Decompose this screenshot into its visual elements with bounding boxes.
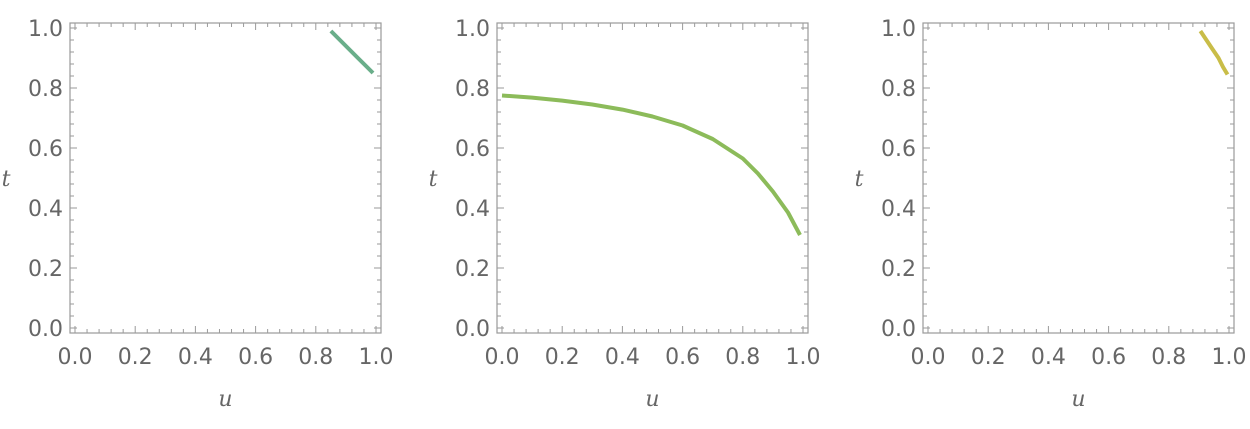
x-tick-label: 0.4 xyxy=(178,345,213,370)
y-tick-label: 0.0 xyxy=(455,317,490,342)
x-tick-label: 1.0 xyxy=(359,345,394,370)
y-tick-label: 0.4 xyxy=(28,197,63,222)
x-tick-label: 0.0 xyxy=(58,345,93,370)
y-tick-label: 1.0 xyxy=(881,17,916,42)
y-tick-label: 0.6 xyxy=(28,137,63,162)
y-tick-label: 1.0 xyxy=(455,17,490,42)
x-tick-label: 0.2 xyxy=(545,345,580,370)
y-tick-label: 1.0 xyxy=(28,17,63,42)
plot-frame xyxy=(69,22,382,334)
y-tick-label: 0.2 xyxy=(28,257,63,282)
x-tick-label: 0.4 xyxy=(605,345,640,370)
x-tick-label: 1.0 xyxy=(786,345,821,370)
plot-frame xyxy=(922,22,1235,334)
x-tick-label: 0.6 xyxy=(665,345,700,370)
x-tick-label: 0.6 xyxy=(238,345,273,370)
y-tick-label: 0.0 xyxy=(28,317,63,342)
y-tick-label: 0.6 xyxy=(455,137,490,162)
y-tick-label: 0.4 xyxy=(881,197,916,222)
x-tick-label: 0.2 xyxy=(118,345,153,370)
y-axis-label: t xyxy=(2,167,11,192)
chart-panel-2: 0.0 0.2 0.4 0.6 0.8 1.0 0.0 0.2 0.4 0.6 0.8 1.0 u t xyxy=(429,17,821,412)
x-tick-label: 0.0 xyxy=(485,345,520,370)
x-axis-label: u xyxy=(1071,387,1085,412)
chart-panel-3: 0.0 0.2 0.4 0.6 0.8 1.0 0.0 0.2 0.4 0.6 0.8 1.0 u t xyxy=(855,17,1247,412)
x-tick-label: 0.6 xyxy=(1091,345,1126,370)
x-tick-label: 0.8 xyxy=(1151,345,1186,370)
x-tick-label: 1.0 xyxy=(1212,345,1247,370)
y-tick-label: 0.4 xyxy=(455,197,490,222)
x-axis-label: u xyxy=(645,387,659,412)
chart-panel-1: 0.0 0.2 0.4 0.6 0.8 1.0 0.0 0.2 0.4 0.6 0.8 1.0 u t xyxy=(2,17,394,412)
x-tick-label: 0.0 xyxy=(911,345,946,370)
plot-frame xyxy=(496,22,809,334)
x-tick-label: 0.8 xyxy=(298,345,333,370)
y-tick-label: 0.2 xyxy=(881,257,916,282)
y-axis-label: t xyxy=(855,167,864,192)
x-tick-label: 0.2 xyxy=(971,345,1006,370)
y-tick-label: 0.6 xyxy=(881,137,916,162)
series-line-1 xyxy=(329,29,375,75)
series-line-1 xyxy=(1198,29,1230,76)
series-line-1 xyxy=(501,93,802,236)
y-tick-label: 0.2 xyxy=(455,257,490,282)
x-axis-label: u xyxy=(218,387,232,412)
x-tick-label: 0.4 xyxy=(1031,345,1066,370)
y-tick-label: 0.8 xyxy=(455,77,490,102)
y-tick-label: 0.0 xyxy=(881,317,916,342)
y-tick-label: 0.8 xyxy=(28,77,63,102)
x-tick-label: 0.8 xyxy=(725,345,760,370)
y-axis-label: t xyxy=(429,167,438,192)
y-tick-label: 0.8 xyxy=(881,77,916,102)
